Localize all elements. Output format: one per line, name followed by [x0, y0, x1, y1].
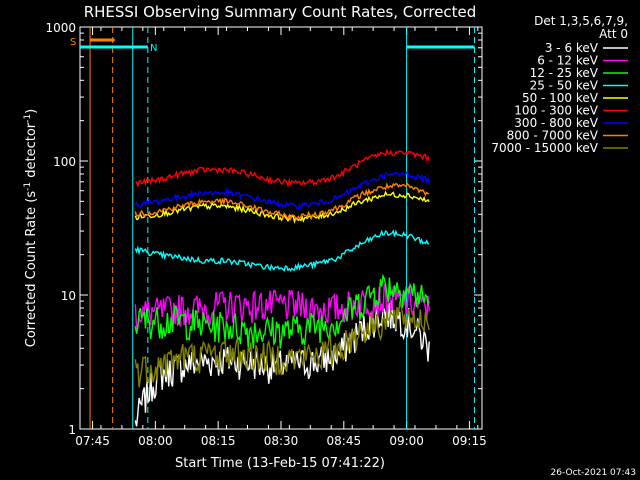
y-tick-label: 10: [61, 289, 76, 303]
series-line: [135, 148, 430, 189]
legend-label: 25 - 50 keV: [530, 79, 599, 93]
series-line: [134, 170, 430, 211]
timestamp: 26-Oct-2021 07:43: [551, 468, 636, 478]
x-tick-label: 09:00: [389, 434, 424, 448]
legend-label: 12 - 25 keV: [530, 66, 599, 80]
series-line: [134, 182, 430, 222]
x-tick-label: 08:00: [138, 434, 173, 448]
legend-header: Det 1,3,5,6,7,9,: [534, 14, 628, 28]
x-tick-label: 08:45: [327, 434, 362, 448]
series-group: [134, 148, 430, 427]
x-tick-label: 08:30: [264, 434, 299, 448]
legend-label: 6 - 12 keV: [537, 54, 599, 68]
legend-label: 3 - 6 keV: [545, 41, 599, 55]
legend-label: 7000 - 15000 keV: [491, 141, 598, 155]
series-line: [134, 300, 430, 388]
n-flag: N: [150, 43, 157, 54]
y-tick-label: 100: [53, 155, 76, 169]
series-line: [134, 190, 430, 225]
markers: [80, 27, 475, 429]
y-tick-label: 1: [68, 423, 76, 437]
y-tick-label: 1000: [45, 21, 76, 35]
y-axis-label: Corrected Count Rate (s-1 detector-1): [23, 109, 39, 347]
legend-label: 800 - 7000 keV: [507, 129, 599, 143]
x-axis-label: Start Time (13-Feb-15 07:41:22): [175, 456, 385, 471]
legend-header-2: Att 0: [599, 27, 628, 41]
chart-title: RHESSI Observing Summary Count Rates, Co…: [84, 3, 477, 21]
series-line: [134, 273, 430, 349]
legend-label: 300 - 800 keV: [514, 116, 598, 130]
x-tick-label: 08:15: [201, 434, 236, 448]
x-tick-label: 09:15: [452, 434, 487, 448]
x-tick-label: 07:45: [75, 434, 110, 448]
series-line: [134, 283, 430, 331]
series-line: [134, 229, 430, 272]
s-flag: S: [70, 37, 76, 48]
legend-label: 50 - 100 keV: [522, 91, 599, 105]
axes: 1 10 100 1000 07:45 08:00 08:15 08:30 08:45 09:00…: [45, 21, 486, 448]
legend-label: 100 - 300 keV: [514, 104, 598, 118]
